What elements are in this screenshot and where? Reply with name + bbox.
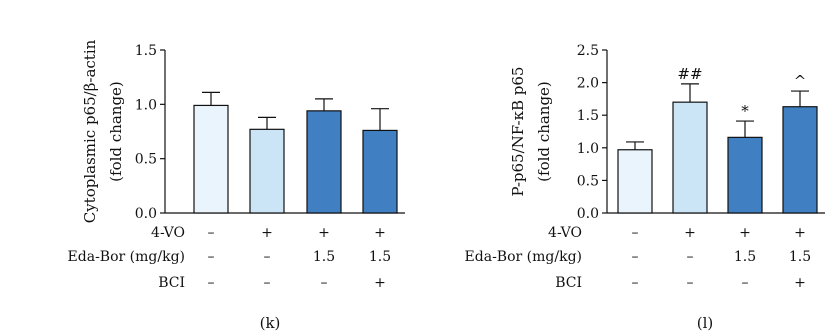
condition-row-label: 4-VO	[548, 225, 582, 241]
bar	[362, 129, 398, 214]
condition-value: 1.5	[313, 249, 335, 265]
y-axis-title-line1: Cytoplasmic p65/β-actin	[81, 39, 99, 223]
y-axis-title-line2: (fold change)	[107, 81, 125, 182]
condition-value: –	[687, 275, 694, 291]
y-tick-label: 0.5	[135, 152, 157, 168]
chart-panel-l: 0.0 0.5 1.0 1.5 2.0 2.5 P-p65/NF-κB p65 (fold c…	[465, 43, 825, 332]
condition-value: –	[321, 275, 328, 291]
panel-label: (l)	[697, 314, 714, 332]
condition-value: 1.5	[369, 249, 391, 265]
condition-value: –	[208, 275, 215, 291]
y-tick-label: 2.0	[577, 76, 599, 92]
condition-value: +	[374, 275, 386, 291]
y-axis-title-line2: (fold change)	[535, 81, 553, 182]
bar	[782, 106, 818, 214]
y-tick-label: 1.5	[135, 43, 157, 59]
condition-value: +	[794, 275, 806, 291]
bar	[193, 104, 229, 214]
bar	[727, 136, 763, 214]
condition-value: –	[632, 275, 639, 291]
condition-value: +	[318, 225, 330, 241]
chart-panel-k: 0.0 0.5 1.0 1.5 Cytoplasmic p65/β-actin (fold…	[68, 39, 405, 332]
condition-row-label: Eda-Bor (mg/kg)	[465, 249, 582, 265]
bar	[249, 128, 285, 214]
condition-value: –	[632, 249, 639, 265]
bar	[617, 149, 653, 214]
condition-value: –	[742, 275, 749, 291]
significance-marker: ^	[794, 72, 807, 90]
panel-label: (k)	[260, 314, 281, 332]
y-tick-label: 0.5	[577, 173, 599, 189]
y-tick-label: 1.5	[577, 108, 599, 124]
y-axis-title-line1: P-p65/NF-κB p65	[509, 67, 527, 197]
condition-row-label: BCI	[158, 275, 185, 291]
bar	[306, 110, 342, 214]
y-tick-label: 1.0	[577, 141, 599, 157]
y-tick-label: 0.0	[135, 206, 157, 222]
bar	[672, 101, 708, 214]
condition-value: +	[739, 225, 751, 241]
y-tick-label: 1.0	[135, 97, 157, 113]
significance-marker: *	[741, 102, 749, 120]
condition-value: +	[374, 225, 386, 241]
condition-row-label: BCI	[555, 275, 582, 291]
condition-value: –	[687, 249, 694, 265]
condition-value: +	[684, 225, 696, 241]
y-tick-label: 0.0	[577, 206, 599, 222]
condition-value: –	[208, 249, 215, 265]
condition-value: 1.5	[789, 249, 811, 265]
condition-row-label: Eda-Bor (mg/kg)	[68, 249, 185, 265]
condition-value: –	[632, 225, 639, 241]
condition-value: –	[264, 275, 271, 291]
condition-value: +	[794, 225, 806, 241]
y-tick-label: 2.5	[577, 43, 599, 59]
significance-marker: ##	[677, 65, 702, 83]
condition-value: +	[261, 225, 273, 241]
condition-row-label: 4-VO	[151, 225, 185, 241]
condition-value: –	[208, 225, 215, 241]
condition-value: –	[264, 249, 271, 265]
condition-value: 1.5	[734, 249, 756, 265]
